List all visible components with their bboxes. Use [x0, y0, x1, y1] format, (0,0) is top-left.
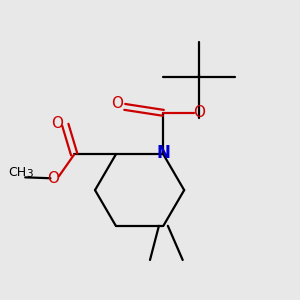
Text: O: O — [111, 96, 123, 111]
Text: CH: CH — [9, 166, 27, 179]
Text: N: N — [156, 144, 170, 162]
Text: O: O — [47, 171, 59, 186]
Text: 3: 3 — [26, 169, 32, 179]
Text: O: O — [193, 105, 205, 120]
Text: O: O — [51, 116, 63, 131]
